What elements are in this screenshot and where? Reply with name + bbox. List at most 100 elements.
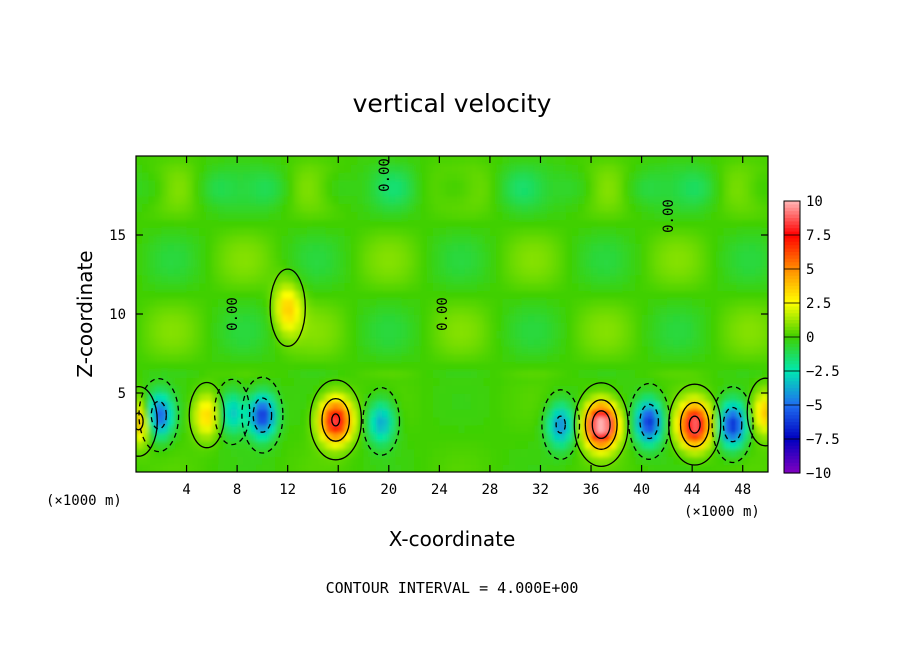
field-cell: [673, 440, 681, 450]
field-cell: [136, 258, 144, 268]
field-cell: [521, 314, 529, 323]
field-cell: [565, 266, 573, 276]
field-cell: [186, 282, 194, 292]
field-cell: [363, 377, 371, 386]
field-cell: [262, 290, 270, 299]
field-cell: [616, 408, 624, 418]
field-cell: [312, 211, 321, 220]
field-cell: [527, 456, 535, 465]
field-cell: [331, 290, 340, 299]
field-cell: [205, 353, 213, 363]
field-cell: [635, 258, 643, 268]
field-cell: [477, 306, 485, 315]
field-cell: [515, 432, 523, 442]
field-cell: [224, 400, 232, 410]
field-cell: [357, 298, 365, 307]
colorbar-segment: [784, 469, 800, 474]
field-cell: [363, 163, 371, 173]
field-cell: [685, 321, 693, 331]
field-cell: [344, 203, 352, 213]
field-cell: [565, 400, 573, 410]
field-cell: [224, 408, 232, 418]
field-cell: [483, 274, 491, 284]
field-cell: [161, 203, 169, 213]
field-cell: [433, 345, 441, 355]
field-cell: [344, 432, 352, 442]
field-cell: [628, 274, 637, 284]
field-cell: [553, 448, 561, 457]
field-cell: [635, 314, 643, 323]
field-cell: [515, 314, 523, 323]
field-cell: [622, 400, 630, 410]
field-cell: [325, 274, 333, 284]
field-cell: [211, 266, 219, 276]
field-cell: [534, 203, 542, 213]
field-cell: [312, 219, 321, 228]
field-cell: [685, 242, 693, 252]
field-cell: [445, 329, 453, 339]
field-cell: [616, 266, 624, 276]
field-cell: [654, 464, 662, 472]
field-cell: [717, 393, 725, 402]
field-cell: [256, 361, 264, 371]
field-cell: [287, 290, 295, 299]
field-cell: [723, 337, 731, 347]
field-cell: [477, 416, 485, 426]
field-cell: [445, 464, 453, 472]
field-cell: [647, 250, 656, 260]
field-cell: [211, 353, 219, 363]
field-cell: [730, 369, 738, 378]
field-cell: [136, 385, 144, 394]
field-cell: [154, 258, 163, 268]
field-cell: [224, 456, 232, 465]
field-cell: [521, 440, 529, 450]
field-cell: [300, 361, 308, 371]
field-cell: [565, 219, 573, 228]
field-cell: [426, 456, 434, 465]
field-cell: [464, 306, 472, 315]
field-cell: [382, 456, 390, 465]
field-cell: [761, 306, 768, 315]
colorbar-segment: [784, 456, 800, 460]
field-cell: [610, 242, 618, 252]
field-cell: [205, 219, 213, 228]
field-cell: [496, 321, 504, 331]
field-cell: [470, 432, 479, 442]
field-cell: [319, 464, 327, 472]
field-cell: [711, 329, 719, 339]
field-cell: [647, 353, 656, 363]
field-cell: [205, 448, 213, 457]
field-cell: [692, 345, 700, 355]
field-cell: [673, 432, 681, 442]
field-cell: [230, 266, 238, 276]
field-cell: [300, 432, 308, 442]
field-cell: [546, 393, 554, 402]
field-cell: [464, 258, 472, 268]
field-cell: [679, 203, 687, 213]
field-cell: [142, 448, 150, 457]
field-cell: [534, 377, 542, 386]
field-cell: [357, 250, 365, 260]
field-cell: [237, 416, 245, 426]
field-cell: [180, 250, 188, 260]
field-cell: [401, 440, 409, 450]
field-cell: [660, 290, 668, 299]
field-cell: [508, 171, 516, 181]
field-cell: [452, 408, 460, 418]
field-cell: [363, 448, 371, 457]
field-cell: [325, 361, 333, 371]
field-cell: [610, 266, 618, 276]
field-cell: [331, 408, 340, 418]
field-cell: [635, 195, 643, 205]
field-cell: [578, 393, 586, 402]
field-cell: [262, 353, 270, 363]
field-cell: [761, 337, 768, 347]
field-cell: [458, 456, 466, 465]
field-cell: [496, 337, 504, 347]
field-cell: [249, 298, 257, 307]
field-cell: [312, 187, 321, 197]
field-cell: [180, 321, 188, 331]
field-cell: [477, 242, 485, 252]
field-cell: [761, 456, 768, 465]
field-cell: [281, 219, 289, 228]
